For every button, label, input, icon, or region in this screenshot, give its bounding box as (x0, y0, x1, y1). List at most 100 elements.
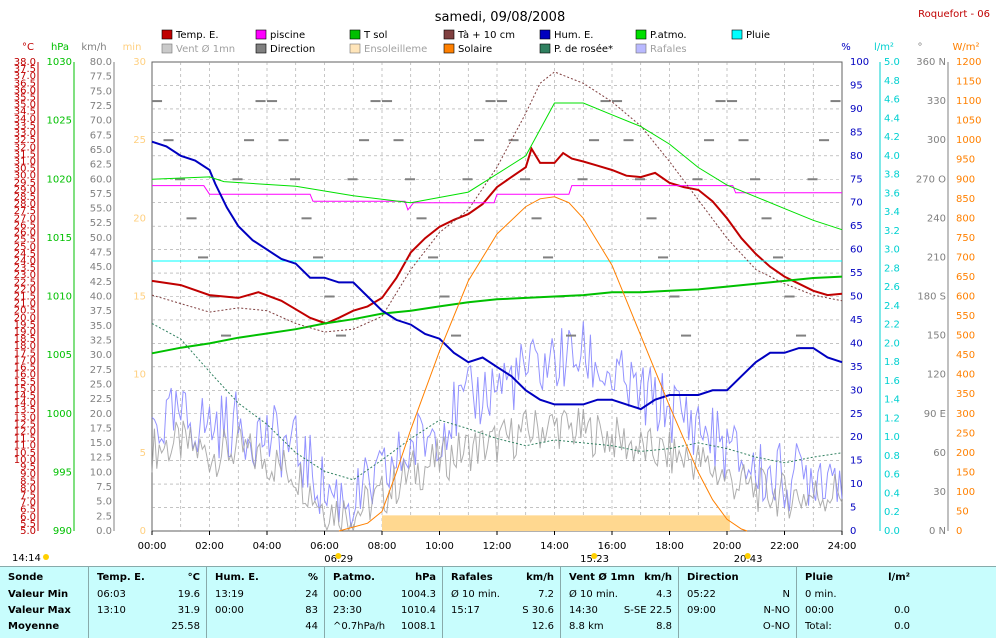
summary-table: Sonde Valeur Min Valeur Max Moyenne Temp… (0, 566, 996, 638)
dir-tick-label: 30 (933, 487, 946, 498)
dir-tick-label: 0 N (929, 526, 946, 537)
solar-tick-label: 1200 (956, 57, 981, 68)
cell-value: 1010.4 (401, 605, 436, 616)
rain-tick-label: 2.0 (884, 338, 900, 349)
x-tick-label: 00:00 (138, 541, 167, 552)
hum-tick-label: 85 (850, 127, 863, 138)
cell-time: 14:30 (569, 605, 598, 616)
series-t-10-cm (151, 71, 843, 333)
hum-axis-title: % (841, 42, 851, 53)
station-name: Roquefort - 06 (918, 9, 990, 20)
series-layer (151, 71, 843, 532)
min-tick-label: 5 (140, 448, 146, 459)
legend-swatch (161, 43, 173, 54)
rain-tick-label: 4.6 (884, 95, 900, 106)
rain-tick-label: 1.6 (884, 376, 900, 387)
row-label-max: Valeur Max (8, 605, 71, 616)
cell-value: N (782, 589, 790, 600)
cell-value: S-SE 22.5 (623, 605, 672, 616)
solar-tick-label: 750 (956, 233, 975, 244)
cell-value: 7.2 (538, 589, 554, 600)
dir-tick-label: 300 (927, 135, 946, 146)
titles: °C hPa km/h min% l/m² ° W/m² samedi, 09/08/2008… (12, 9, 990, 565)
legend-swatch (443, 43, 455, 54)
marker-time-label: 20:43 (734, 554, 763, 565)
cell-time: 0 min. (805, 589, 837, 600)
cell-value: 8.8 (656, 621, 672, 632)
wind-axis-title: km/h (81, 42, 106, 53)
min-tick-label: 20 (133, 213, 146, 224)
hum-tick-label: 0 (850, 526, 856, 537)
temp-tick-label: 19.5 (14, 320, 36, 331)
col-header: P.atmo. (333, 572, 375, 583)
solar-tick-label: 650 (956, 272, 975, 283)
temp-tick-label: 11.5 (14, 434, 36, 445)
wind-tick-label: 75.0 (90, 86, 112, 97)
cell-value: O-NO (762, 621, 790, 632)
press-tick-label: 1010 (47, 292, 72, 303)
rain-tick-label: 4.4 (884, 113, 900, 124)
hum-tick-label: 90 (850, 104, 863, 115)
wind-tick-label: 7.5 (96, 482, 112, 493)
cell-value: 4.3 (656, 589, 672, 600)
legend-label: T sol (363, 30, 387, 41)
temp-tick-label: 16.0 (14, 370, 36, 381)
wind-tick-label: 0.0 (96, 526, 112, 537)
legend-swatch (635, 29, 647, 40)
cell-time: 13:19 (215, 589, 244, 600)
dir-tick-label: 120 (927, 370, 946, 381)
solar-tick-label: 500 (956, 331, 975, 342)
temp-tick-label: 23.0 (14, 270, 36, 281)
press-tick-label: 1015 (47, 233, 72, 244)
solar-tick-label: 1100 (956, 96, 981, 107)
rain-tick-label: 0.0 (884, 526, 900, 537)
legend-swatch (255, 29, 267, 40)
wind-tick-label: 57.5 (90, 189, 112, 200)
rain-axis-title: l/m² (874, 42, 894, 53)
wind-tick-label: 47.5 (90, 248, 112, 259)
min-tick-label: 0 (140, 526, 146, 537)
wind-tick-label: 55.0 (90, 204, 112, 215)
solar-tick-label: 0 (956, 526, 962, 537)
cell-time: 13:10 (97, 605, 126, 616)
solar-tick-label: 1050 (956, 116, 981, 127)
series-t-sol (151, 275, 843, 355)
dir-tick-label: 210 (927, 252, 946, 263)
temp-tick-label: 23.5 (14, 263, 36, 274)
solar-tick-label: 350 (956, 389, 975, 400)
temp-tick-label: 7.0 (20, 498, 36, 509)
rain-tick-label: 2.8 (884, 263, 900, 274)
press-tick-label: 1020 (47, 174, 72, 185)
marker-time-label: 06:29 (324, 554, 353, 565)
wind-tick-label: 2.5 (96, 511, 112, 522)
solar-tick-label: 900 (956, 174, 975, 185)
solar-tick-label: 550 (956, 311, 975, 322)
temp-tick-label: 31.0 (14, 156, 36, 167)
rain-tick-label: 3.0 (884, 245, 900, 256)
legend-swatch (255, 43, 267, 54)
wind-tick-label: 80.0 (90, 57, 112, 68)
solar-tick-label: 1150 (956, 77, 981, 88)
rain-tick-label: 3.2 (884, 226, 900, 237)
press-tick-label: 1000 (47, 409, 72, 420)
column-direction: Direction 05:22 N 09:00 N-NO O-NO (678, 567, 796, 638)
x-tick-label: 14:00 (540, 541, 569, 552)
temp-tick-label: 13.5 (14, 405, 36, 416)
temp-tick-label: 5.0 (20, 526, 36, 537)
temp-tick-label: 6.0 (20, 512, 36, 523)
solar-tick-label: 400 (956, 370, 975, 381)
solar-tick-label: 800 (956, 213, 975, 224)
solar-tick-label: 100 (956, 487, 975, 498)
temp-tick-label: 5.5 (20, 519, 36, 530)
temp-tick-label: 37.5 (14, 64, 36, 75)
wind-tick-label: 5.0 (96, 497, 112, 508)
cell-value: 12.6 (531, 621, 554, 632)
temp-tick-label: 35.5 (14, 93, 36, 104)
hum-tick-label: 55 (850, 268, 863, 279)
cell-time: 05:22 (687, 589, 716, 600)
legend-label: Solaire (458, 44, 492, 55)
press-tick-label: 1025 (47, 116, 72, 127)
solar-tick-label: 700 (956, 252, 975, 263)
hum-tick-label: 50 (850, 292, 863, 303)
legend-label: P.atmo. (650, 30, 687, 41)
